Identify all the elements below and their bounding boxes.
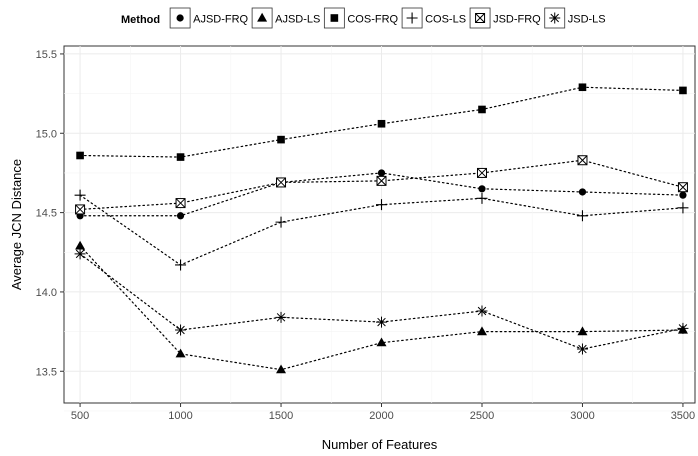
legend-label: AJSD-LS (275, 14, 320, 26)
legend-symbol-jsd-ls (549, 12, 561, 24)
data-point-cos-ls (275, 216, 287, 228)
data-point-ajsd-frq (578, 188, 587, 196)
data-point-ajsd-ls (376, 337, 387, 347)
data-point-ajsd-ls (175, 348, 186, 358)
legend-symbol-cos-frq (330, 14, 339, 22)
data-point-cos-ls (74, 189, 86, 201)
data-point-ajsd-ls (476, 326, 487, 336)
data-point-ajsd-ls (276, 364, 287, 374)
legend-title: Method (121, 14, 160, 26)
x-tick-label: 1000 (168, 410, 192, 422)
legend-item-jsd-ls: JSD-LS (544, 7, 606, 29)
y-tick-label: 15.0 (36, 128, 57, 140)
data-point-jsd-ls (74, 248, 86, 260)
legend-label: COS-FRQ (347, 14, 398, 26)
y-tick-label: 15.5 (36, 49, 57, 61)
data-point-cos-ls (677, 202, 689, 214)
x-axis-title: Number of Features (322, 437, 438, 452)
data-point-jsd-frq (276, 177, 287, 188)
legend-label: AJSD-FRQ (193, 14, 248, 26)
data-point-jsd-frq (476, 167, 487, 178)
legend-symbol-jsd-frq (475, 13, 486, 23)
legend-label: COS-LS (425, 14, 466, 26)
data-point-jsd-frq (677, 182, 688, 193)
data-point-ajsd-ls (577, 326, 588, 336)
legend-item-cos-frq: COS-FRQ (323, 7, 399, 29)
legend-label: JSD-FRQ (493, 14, 541, 26)
data-point-cos-frq (377, 119, 386, 128)
data-point-jsd-ls (677, 322, 689, 334)
data-point-ajsd-frq (679, 191, 687, 199)
data-point-cos-frq (578, 83, 587, 92)
data-point-jsd-frq (376, 175, 387, 186)
data-point-cos-frq (679, 86, 687, 95)
x-tick-label: 500 (71, 410, 89, 422)
x-tick-label: 3000 (570, 410, 594, 422)
data-point-jsd-ls (275, 311, 287, 323)
data-point-ajsd-frq (377, 169, 386, 177)
x-tick-label: 1500 (269, 410, 293, 422)
data-point-ajsd-frq (176, 212, 185, 220)
y-tick-label: 14.0 (36, 287, 57, 299)
data-point-cos-frq (176, 153, 185, 161)
x-tick-label: 2500 (470, 410, 494, 422)
data-point-cos-ls (376, 199, 388, 211)
series-points (74, 83, 689, 374)
legend-symbol-cos-ls (406, 12, 418, 24)
data-point-ajsd-frq (478, 185, 486, 193)
y-axis-title: Average JCN Distance (9, 159, 24, 290)
data-point-jsd-frq (175, 198, 186, 209)
data-point-ajsd-ls (75, 240, 86, 250)
data-point-cos-frq (478, 105, 486, 114)
data-point-jsd-ls (175, 324, 187, 336)
data-point-cos-ls (476, 192, 488, 204)
legend-item-jsd-frq: JSD-FRQ (469, 7, 541, 29)
x-tick-label: 2000 (369, 410, 393, 422)
data-point-jsd-ls (376, 316, 388, 328)
legend: Method AJSD-FRQ AJSD-LS COS-FRQ COS-LS JSD-F… (121, 7, 606, 29)
legend-symbol-ajsd-frq (176, 14, 184, 22)
y-tick-label: 14.5 (36, 208, 57, 220)
axes: 13.5 14.0 14.5 15.0 15.5 500 1000 1500 2000 2500 3… (36, 49, 696, 422)
data-point-cos-frq (76, 151, 84, 160)
data-point-jsd-frq (75, 204, 86, 215)
legend-item-cos-ls: COS-LS (401, 7, 466, 29)
plot-panel (63, 45, 696, 404)
legend-symbol-ajsd-ls (257, 12, 268, 22)
data-point-cos-frq (277, 135, 285, 144)
data-point-jsd-ls (576, 343, 588, 355)
legend-item-ajsd-ls: AJSD-LS (251, 7, 320, 29)
data-point-jsd-frq (577, 155, 588, 166)
data-point-cos-ls (175, 259, 187, 271)
x-tick-label: 3500 (671, 410, 695, 422)
data-point-jsd-ls (476, 305, 488, 317)
legend-item-ajsd-frq: AJSD-FRQ (169, 7, 249, 29)
y-tick-label: 13.5 (36, 366, 57, 378)
legend-label: JSD-LS (568, 14, 606, 26)
data-point-cos-ls (576, 210, 588, 222)
